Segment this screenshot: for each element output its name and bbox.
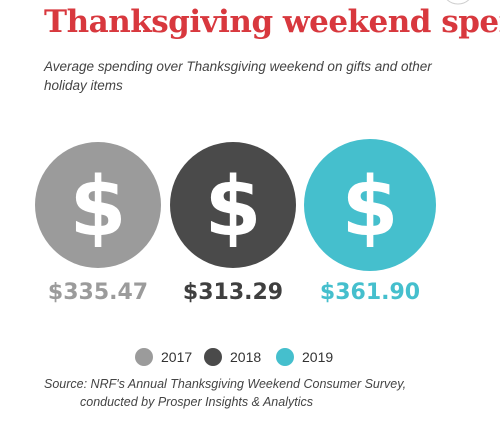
circle-2017 — [35, 142, 161, 268]
chart-subtitle: Average spending over Thanksgiving weeke… — [44, 59, 432, 93]
legend-swatch-2019 — [276, 348, 294, 366]
legend-swatch-2017 — [135, 348, 153, 366]
source-line-1: Source: NRF's Annual Thanksgiving Weeken… — [44, 377, 407, 391]
value-label-2017: $335.47 — [48, 280, 148, 305]
legend: 2017 2018 2019 — [135, 348, 333, 366]
circle-2018 — [170, 142, 296, 268]
dollar-sign-icon: $ — [341, 160, 398, 255]
value-label-2019: $361.90 — [320, 280, 420, 305]
legend-swatch-2018 — [204, 348, 222, 366]
source-note: Source: NRF's Annual Thanksgiving Weeken… — [44, 375, 406, 411]
legend-label-2019: 2019 — [302, 349, 333, 365]
legend-label-2018: 2018 — [230, 349, 261, 365]
circle-2019 — [304, 139, 436, 271]
legend-label-2017: 2017 — [161, 349, 192, 365]
share-icon[interactable] — [441, 0, 475, 10]
chart-title: Thanksgiving weekend spending — [44, 4, 500, 40]
dollar-sign-icon: $ — [204, 160, 261, 255]
value-circle-2017: $ — [35, 142, 161, 268]
source-line-2: conducted by Prosper Insights & Analytic… — [80, 395, 313, 409]
dollar-sign-icon: $ — [69, 160, 126, 255]
value-circle-2018: $ — [170, 142, 296, 268]
value-label-2018: $313.29 — [183, 280, 283, 305]
value-circle-2019: $ — [304, 139, 436, 271]
